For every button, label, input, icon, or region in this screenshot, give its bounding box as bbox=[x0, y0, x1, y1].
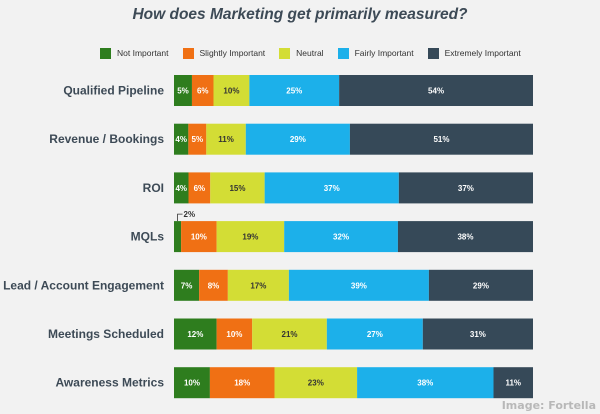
category-label: ROI bbox=[143, 181, 164, 195]
category-label: Revenue / Bookings bbox=[49, 132, 164, 146]
bar-segment bbox=[174, 75, 192, 106]
callout-leader bbox=[177, 213, 183, 222]
bar-segment bbox=[288, 269, 429, 301]
data-label: 11% bbox=[505, 379, 521, 388]
data-label: 51% bbox=[433, 135, 449, 144]
bar-segment bbox=[188, 172, 211, 204]
legend-label: Neutral bbox=[296, 48, 324, 58]
category-label: Qualified Pipeline bbox=[63, 84, 164, 98]
legend-swatch bbox=[337, 47, 349, 59]
legend-label: Extremely Important bbox=[444, 48, 521, 58]
bar-segment bbox=[249, 75, 340, 106]
bar-segment bbox=[428, 269, 533, 301]
bar-segment bbox=[174, 123, 189, 155]
legend-label: Not Important bbox=[117, 48, 169, 58]
bar-segment bbox=[264, 172, 399, 204]
data-label: 21% bbox=[282, 330, 298, 339]
data-label: 10% bbox=[184, 379, 200, 388]
legend-label: Slightly Important bbox=[199, 48, 266, 58]
legend-swatch bbox=[427, 47, 439, 59]
data-label: 6% bbox=[194, 184, 206, 193]
bar-segment bbox=[357, 367, 494, 399]
data-label: 4% bbox=[175, 135, 187, 144]
bar-segment bbox=[174, 318, 217, 350]
bar-segment bbox=[339, 75, 533, 106]
bar-segment bbox=[227, 269, 289, 301]
data-label: 6% bbox=[197, 87, 209, 96]
bar-segment bbox=[181, 221, 217, 253]
legend-item: Slightly Important bbox=[182, 47, 266, 59]
data-label: 32% bbox=[333, 233, 349, 242]
bar-segment bbox=[174, 172, 189, 204]
bar-segment bbox=[206, 123, 246, 155]
category-label: Lead / Account Engagement bbox=[3, 278, 164, 292]
legend-swatch bbox=[182, 47, 194, 59]
bar-segment bbox=[398, 172, 533, 204]
data-label: 10% bbox=[191, 233, 207, 242]
bar-segment bbox=[326, 318, 423, 350]
legend-item: Extremely Important bbox=[427, 47, 521, 59]
legend: Not Important Slightly Important Neutral Fa… bbox=[100, 46, 535, 60]
bar-segment bbox=[397, 221, 533, 253]
bar-segment bbox=[174, 269, 200, 301]
legend-swatch bbox=[100, 47, 111, 59]
category-label: Awareness Metrics bbox=[55, 376, 164, 390]
data-label: 4% bbox=[175, 184, 187, 193]
data-label: 7% bbox=[181, 281, 193, 290]
data-label: 10% bbox=[226, 330, 242, 339]
legend-item: Not Important bbox=[100, 47, 169, 59]
data-label: 37% bbox=[324, 184, 340, 193]
data-label: 19% bbox=[242, 233, 258, 242]
data-label: 29% bbox=[473, 281, 489, 290]
data-label: 5% bbox=[192, 135, 204, 144]
bar-segment bbox=[174, 367, 210, 399]
bar-segment bbox=[174, 221, 182, 253]
data-label: 38% bbox=[457, 233, 473, 242]
data-label: 37% bbox=[458, 184, 474, 193]
data-label: 27% bbox=[367, 330, 383, 339]
bar-segment bbox=[191, 75, 214, 106]
legend-swatch bbox=[279, 47, 291, 59]
bar-segment bbox=[216, 221, 285, 253]
legend-item: Fairly Important bbox=[337, 47, 414, 59]
data-label: 39% bbox=[351, 281, 367, 290]
legend-item: Neutral bbox=[279, 47, 324, 59]
category-label: MQLs bbox=[131, 230, 165, 244]
bar-segment bbox=[216, 318, 253, 350]
data-label: 11% bbox=[218, 135, 234, 144]
legend-label: Fairly Important bbox=[354, 48, 414, 58]
chart-title: How does Marketing get primarily measure… bbox=[132, 6, 468, 23]
data-label: 54% bbox=[428, 87, 444, 96]
data-label: 17% bbox=[250, 281, 266, 290]
bar-segment bbox=[274, 367, 358, 399]
bar-segment bbox=[188, 123, 207, 155]
bar-segment bbox=[349, 123, 533, 155]
bar-segment bbox=[209, 367, 275, 399]
data-label: 31% bbox=[470, 330, 486, 339]
bar-segment bbox=[199, 269, 228, 301]
data-label: 25% bbox=[286, 87, 302, 96]
bar-segment bbox=[210, 172, 265, 204]
data-label: 10% bbox=[223, 87, 239, 96]
category-label: Meetings Scheduled bbox=[48, 327, 164, 341]
data-label: 38% bbox=[417, 379, 433, 388]
callout-label: 2% bbox=[184, 210, 196, 219]
data-label: 15% bbox=[229, 184, 245, 193]
data-label: 23% bbox=[308, 379, 324, 388]
bar-segment bbox=[252, 318, 327, 350]
data-label: 5% bbox=[177, 87, 189, 96]
bar-segment bbox=[493, 367, 533, 399]
bar-segment bbox=[284, 221, 398, 253]
data-label: 18% bbox=[234, 379, 250, 388]
data-label: 12% bbox=[187, 330, 203, 339]
data-label: 8% bbox=[208, 281, 220, 290]
image-credit: Image: Fortella bbox=[501, 399, 596, 412]
bar-segment bbox=[213, 75, 250, 106]
bar-segment bbox=[422, 318, 533, 350]
data-label: 29% bbox=[290, 135, 306, 144]
bar-segment bbox=[245, 123, 350, 155]
